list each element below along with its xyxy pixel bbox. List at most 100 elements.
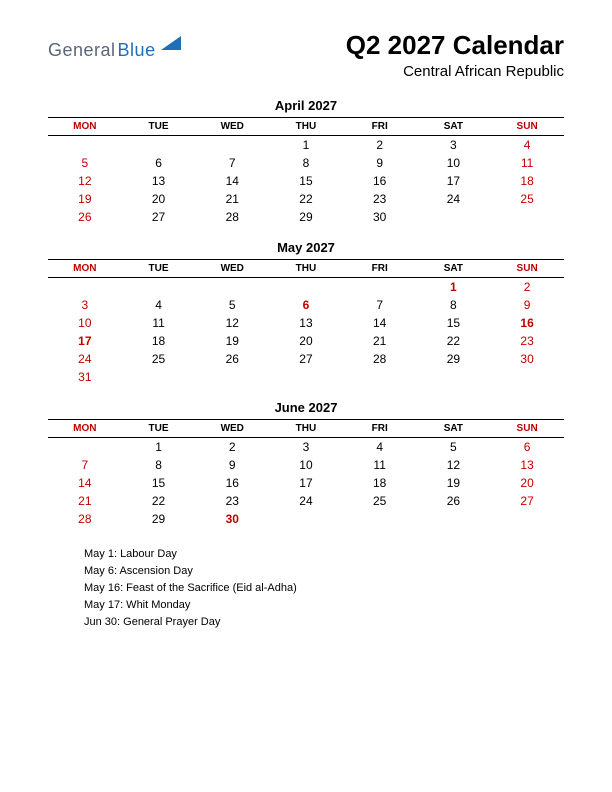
calendar-cell: 11 bbox=[122, 314, 196, 332]
calendar-cell: 10 bbox=[417, 154, 491, 172]
day-header: WED bbox=[195, 260, 269, 278]
calendar-cell: 30 bbox=[490, 350, 564, 368]
calendar-cell: 16 bbox=[490, 314, 564, 332]
calendar-cell: 21 bbox=[343, 332, 417, 350]
calendar-cell bbox=[122, 368, 196, 386]
calendar-cell: 14 bbox=[343, 314, 417, 332]
logo: General Blue bbox=[48, 36, 181, 65]
calendar-cell: 24 bbox=[269, 492, 343, 510]
calendar-cell: 4 bbox=[122, 296, 196, 314]
calendar-row: 282930 bbox=[48, 510, 564, 528]
calendar-cell: 23 bbox=[195, 492, 269, 510]
calendar-row: 1234 bbox=[48, 136, 564, 155]
day-header: FRI bbox=[343, 118, 417, 136]
calendar-cell bbox=[122, 136, 196, 155]
holiday-list: May 1: Labour DayMay 6: Ascension DayMay… bbox=[84, 546, 564, 631]
day-header: SAT bbox=[417, 420, 491, 438]
calendar-row: 567891011 bbox=[48, 154, 564, 172]
page-title: Q2 2027 Calendar bbox=[346, 30, 564, 61]
calendar-row: 10111213141516 bbox=[48, 314, 564, 332]
calendar-cell bbox=[417, 368, 491, 386]
calendar-table: MONTUEWEDTHUFRISATSUN1234567891011121314… bbox=[48, 117, 564, 226]
calendar-table: MONTUEWEDTHUFRISATSUN1234567891011121314… bbox=[48, 419, 564, 528]
calendar-cell: 3 bbox=[417, 136, 491, 155]
calendar-cell bbox=[343, 368, 417, 386]
calendar-cell: 25 bbox=[343, 492, 417, 510]
calendar-row: 17181920212223 bbox=[48, 332, 564, 350]
calendar-cell: 27 bbox=[269, 350, 343, 368]
calendar-cell: 23 bbox=[490, 332, 564, 350]
calendar-month: June 2027MONTUEWEDTHUFRISATSUN1234567891… bbox=[48, 400, 564, 528]
calendar-cell: 2 bbox=[195, 438, 269, 457]
calendar-cell: 8 bbox=[417, 296, 491, 314]
calendar-cell: 2 bbox=[343, 136, 417, 155]
holiday-item: May 17: Whit Monday bbox=[84, 597, 564, 614]
calendar-cell: 19 bbox=[48, 190, 122, 208]
calendar-cell: 23 bbox=[343, 190, 417, 208]
calendar-cell: 18 bbox=[490, 172, 564, 190]
calendar-cell bbox=[417, 208, 491, 226]
calendar-cell bbox=[490, 208, 564, 226]
calendar-cell bbox=[343, 510, 417, 528]
calendar-cell: 20 bbox=[490, 474, 564, 492]
calendar-cell: 7 bbox=[195, 154, 269, 172]
calendar-cell bbox=[343, 278, 417, 297]
calendar-cell: 18 bbox=[343, 474, 417, 492]
calendar-cell bbox=[195, 278, 269, 297]
day-header: TUE bbox=[122, 260, 196, 278]
day-header: THU bbox=[269, 260, 343, 278]
calendar-cell: 22 bbox=[269, 190, 343, 208]
calendar-cell: 14 bbox=[48, 474, 122, 492]
calendar-row: 21222324252627 bbox=[48, 492, 564, 510]
calendar-cell bbox=[195, 136, 269, 155]
calendar-cell: 6 bbox=[490, 438, 564, 457]
day-header: FRI bbox=[343, 420, 417, 438]
calendar-cell: 7 bbox=[343, 296, 417, 314]
calendar-cell: 22 bbox=[122, 492, 196, 510]
calendar-row: 123456 bbox=[48, 438, 564, 457]
calendar-cell: 15 bbox=[122, 474, 196, 492]
calendar-cell: 8 bbox=[122, 456, 196, 474]
day-header: FRI bbox=[343, 260, 417, 278]
calendar-cell: 29 bbox=[122, 510, 196, 528]
calendar-cell bbox=[122, 278, 196, 297]
calendar-cell: 15 bbox=[269, 172, 343, 190]
calendar-cell: 11 bbox=[490, 154, 564, 172]
calendar-cell bbox=[269, 368, 343, 386]
calendar-cell: 17 bbox=[417, 172, 491, 190]
calendar-row: 19202122232425 bbox=[48, 190, 564, 208]
calendar-cell: 12 bbox=[195, 314, 269, 332]
calendar-cell: 10 bbox=[48, 314, 122, 332]
month-title: June 2027 bbox=[48, 400, 564, 415]
day-header: TUE bbox=[122, 118, 196, 136]
calendar-cell: 15 bbox=[417, 314, 491, 332]
calendar-cell: 9 bbox=[490, 296, 564, 314]
calendar-cell: 20 bbox=[269, 332, 343, 350]
calendar-cell: 25 bbox=[122, 350, 196, 368]
calendar-cell: 3 bbox=[48, 296, 122, 314]
calendar-cell: 26 bbox=[417, 492, 491, 510]
calendar-cell: 4 bbox=[490, 136, 564, 155]
calendar-cell: 6 bbox=[269, 296, 343, 314]
day-header: WED bbox=[195, 420, 269, 438]
day-header: SUN bbox=[490, 118, 564, 136]
calendar-cell: 5 bbox=[195, 296, 269, 314]
calendar-cell: 12 bbox=[48, 172, 122, 190]
calendar-cell: 5 bbox=[417, 438, 491, 457]
calendar-cell bbox=[48, 278, 122, 297]
day-header: TUE bbox=[122, 420, 196, 438]
calendar-cell: 1 bbox=[122, 438, 196, 457]
calendar-cell bbox=[48, 136, 122, 155]
calendar-cell: 29 bbox=[269, 208, 343, 226]
calendar-table: MONTUEWEDTHUFRISATSUN1234567891011121314… bbox=[48, 259, 564, 386]
calendar-cell: 6 bbox=[122, 154, 196, 172]
calendar-cell: 22 bbox=[417, 332, 491, 350]
calendar-cell bbox=[195, 368, 269, 386]
calendar-cell: 16 bbox=[343, 172, 417, 190]
calendar-cell: 5 bbox=[48, 154, 122, 172]
day-header: MON bbox=[48, 118, 122, 136]
calendar-cell: 26 bbox=[48, 208, 122, 226]
calendar-cell: 29 bbox=[417, 350, 491, 368]
calendar-cell: 20 bbox=[122, 190, 196, 208]
day-header: SAT bbox=[417, 118, 491, 136]
